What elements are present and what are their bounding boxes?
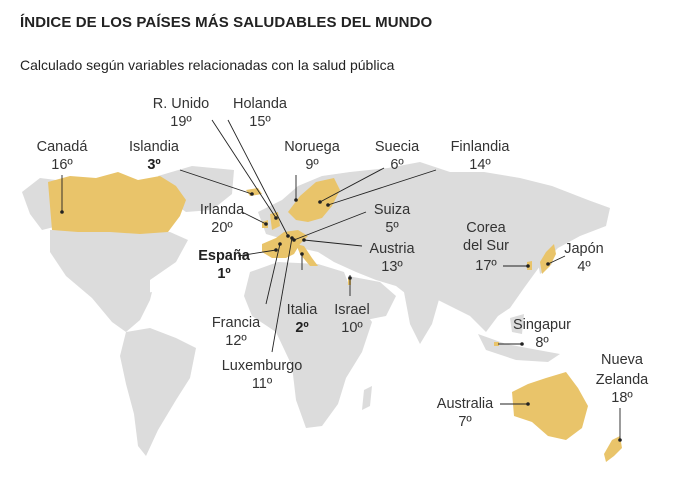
label-islandia-name: Islandia [129,139,180,155]
label-australia-rank: 7º [458,414,472,430]
leader-lines [61,119,621,440]
label-italia-rank: 2º [295,320,309,336]
nordics-shape [288,178,340,222]
country-labels: R. Unido 19º Holanda 15º Canadá 16º Isla… [37,96,650,430]
label-singapur-rank: 8º [535,335,549,351]
label-nueva-zelanda-rank: 18º [611,390,633,406]
label-espana-name: España [198,248,251,264]
italia-shape [296,244,318,266]
label-japon-rank: 4º [577,259,591,275]
label-austria-rank: 13º [381,259,403,275]
label-canada-name: Canadá [37,139,89,155]
label-reino-unido-name: R. Unido [153,96,209,112]
label-israel-name: Israel [334,302,369,318]
page-title: ÍNDICE DE LOS PAÍSES MÁS SALUDABLES DEL … [20,14,433,31]
label-francia-name: Francia [212,315,261,331]
page-subtitle: Calculado según variables relacionadas c… [20,57,395,73]
label-suecia-name: Suecia [375,139,420,155]
label-finlandia-rank: 14º [469,157,491,173]
location-dots [60,192,622,442]
label-suiza-name: Suiza [374,202,411,218]
label-austria-name: Austria [369,241,415,257]
label-nueva-zelanda-name-1: Nueva [601,352,644,368]
label-irlanda-name: Irlanda [200,202,245,218]
label-holanda-rank: 15º [249,114,271,130]
label-finlandia-name: Finlandia [451,139,511,155]
label-holanda-name: Holanda [233,96,288,112]
landmasses [22,162,610,456]
europa-oeste-shape [262,230,308,258]
label-espana-rank: 1º [217,266,231,282]
label-corea-rank: 17º [475,258,497,274]
japon-shape [540,244,556,274]
australia-shape [512,372,588,440]
label-italia-name: Italia [287,302,319,318]
label-islandia-rank: 3º [147,157,161,173]
islandia-shape [246,188,262,196]
singapur-shape [494,342,499,346]
label-israel-rank: 10º [341,320,363,336]
label-reino-unido-rank: 19º [170,114,192,130]
label-singapur-name: Singapur [513,317,571,333]
nueva-zelanda-shape [604,436,622,462]
label-canada-rank: 16º [51,157,73,173]
label-suecia-rank: 6º [390,157,404,173]
label-australia-name: Australia [437,396,494,412]
label-luxemburgo-name: Luxemburgo [222,358,303,374]
label-nueva-zelanda-name-2: Zelanda [596,372,649,388]
label-noruega-rank: 9º [305,157,319,173]
canada-shape [48,172,186,234]
label-suiza-rank: 5º [385,220,399,236]
label-japon-name: Japón [564,241,604,257]
label-francia-rank: 12º [225,333,247,349]
label-corea-name-2: del Sur [463,238,509,254]
label-corea-name-1: Corea [466,220,506,236]
label-irlanda-rank: 20º [211,220,233,236]
label-luxemburgo-rank: 11º [252,376,273,392]
label-noruega-name: Noruega [284,139,341,155]
